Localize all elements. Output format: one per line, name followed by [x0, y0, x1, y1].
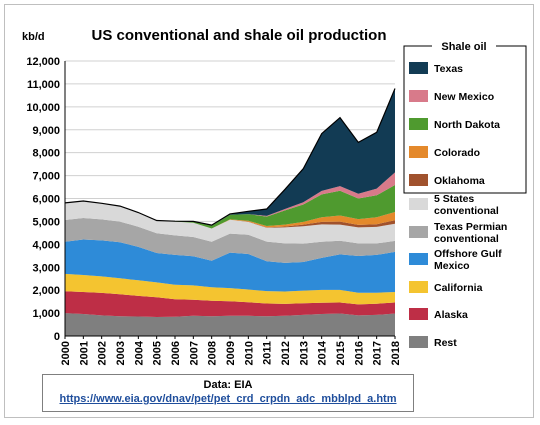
- legend-title-backdrop: [432, 39, 496, 53]
- x-tick-label: 2015: [335, 341, 347, 365]
- legend-label-oklahoma: Oklahoma: [434, 175, 485, 187]
- source-box: Data: EIA https://www.eia.gov/dnav/pet/p…: [42, 374, 414, 412]
- x-tick-label: 2007: [188, 341, 200, 365]
- y-tick-label: 6,000: [32, 194, 60, 206]
- y-tick-label: 4,000: [32, 239, 60, 251]
- y-tick-label: 2,000: [32, 285, 60, 297]
- legend-label-texas: Texas: [434, 63, 463, 75]
- area-rest: [65, 313, 395, 336]
- legend-swatch-texas: [409, 62, 428, 74]
- x-tick-label: 2012: [280, 341, 292, 365]
- legend-swatch-california: [409, 281, 428, 293]
- y-tick-label: 0: [54, 331, 60, 343]
- area-texas-permian-conventional: [65, 218, 395, 263]
- legend-label-north-dakota: North Dakota: [434, 119, 500, 131]
- x-axis-ticks: 2000 2001 2002 2003 2004 2005 2006 2007 2008 2009…: [60, 336, 402, 365]
- area-texas: [65, 88, 395, 226]
- y-tick-label: 10,000: [26, 102, 60, 114]
- x-tick-label: 2010: [243, 341, 255, 365]
- legend-swatch-texas-permian-conventional: [409, 226, 428, 238]
- area-series-group: [64, 88, 396, 336]
- legend-swatch-oklahoma: [409, 174, 428, 186]
- area-oklahoma: [65, 201, 395, 229]
- legend-label-rest: Rest: [434, 337, 457, 349]
- y-tick-label: 8,000: [32, 148, 60, 160]
- area-north-dakota: [65, 185, 395, 229]
- legend-swatch-rest: [409, 336, 428, 348]
- legend: Shale oil Texas New Mexico North Dakota Col…: [403, 39, 527, 349]
- y-tick-label: 1,000: [32, 308, 60, 320]
- y-tick-label: 7,000: [32, 171, 60, 183]
- area-alaska: [65, 291, 395, 317]
- x-tick-label: 2009: [225, 341, 237, 365]
- legend-label-california: California: [434, 282, 483, 294]
- x-tick-label: 2001: [78, 341, 90, 365]
- legend-swatch-new-mexico: [409, 90, 428, 102]
- legend-swatch-north-dakota: [409, 118, 428, 130]
- area-5-states-conventional: [65, 201, 395, 244]
- y-axis-unit-label: kb/d: [22, 31, 45, 43]
- source-label: Data: EIA: [203, 379, 253, 391]
- x-tick-label: 2011: [262, 341, 274, 365]
- x-tick-label: 2018: [390, 341, 402, 365]
- x-tick-label: 2017: [372, 341, 384, 365]
- area-offshore-gulf-mexico: [65, 239, 395, 293]
- legend-swatch-offshore-gulf-mexico: [409, 253, 428, 265]
- y-tick-label: 9,000: [32, 125, 60, 137]
- x-tick-label: 2013: [298, 341, 310, 365]
- legend-items: Texas New Mexico North Dakota Colorado Oklah…: [409, 62, 507, 349]
- total-outline: [64, 88, 396, 226]
- legend-label-alaska: Alaska: [434, 309, 468, 321]
- x-tick-label: 2000: [60, 341, 72, 365]
- legend-label-texas-permian-conventional: Texas Permian conventional: [434, 221, 507, 245]
- x-tick-label: 2003: [115, 341, 127, 365]
- area-california: [65, 273, 395, 305]
- legend-swatch-colorado: [409, 146, 428, 158]
- y-tick-label: 3,000: [32, 262, 60, 274]
- area-colorado: [65, 201, 395, 229]
- x-tick-label: 2006: [170, 341, 182, 365]
- x-tick-label: 2005: [152, 341, 164, 365]
- legend-label-new-mexico: New Mexico: [434, 91, 494, 103]
- y-tick-label: 11,000: [27, 79, 60, 91]
- x-tick-label: 2008: [207, 341, 219, 365]
- legend-label-offshore-gulf-mexico: Offshore Gulf Mexico: [434, 248, 502, 272]
- legend-title: Shale oil: [441, 41, 486, 53]
- x-tick-label: 2014: [317, 340, 329, 365]
- y-axis-ticks: 0 1,000 2,000 3,000 4,000 5,000 6,000 7,000 8,00…: [26, 56, 60, 343]
- legend-swatch-alaska: [409, 308, 428, 320]
- y-tick-label: 5,000: [32, 216, 60, 228]
- legend-label-colorado: Colorado: [434, 147, 480, 159]
- chart-title: US conventional and shale oil production: [91, 27, 386, 44]
- legend-swatch-5-states-conventional: [409, 198, 428, 210]
- x-tick-label: 2016: [353, 341, 365, 365]
- x-tick-label: 2004: [133, 340, 145, 365]
- legend-label-5-states-conventional: 5 States conventional: [434, 193, 499, 217]
- source-link[interactable]: https://www.eia.gov/dnav/pet/pet_crd_crp…: [59, 393, 397, 405]
- x-tick-label: 2002: [97, 341, 109, 365]
- y-tick-label: 12,000: [26, 56, 60, 68]
